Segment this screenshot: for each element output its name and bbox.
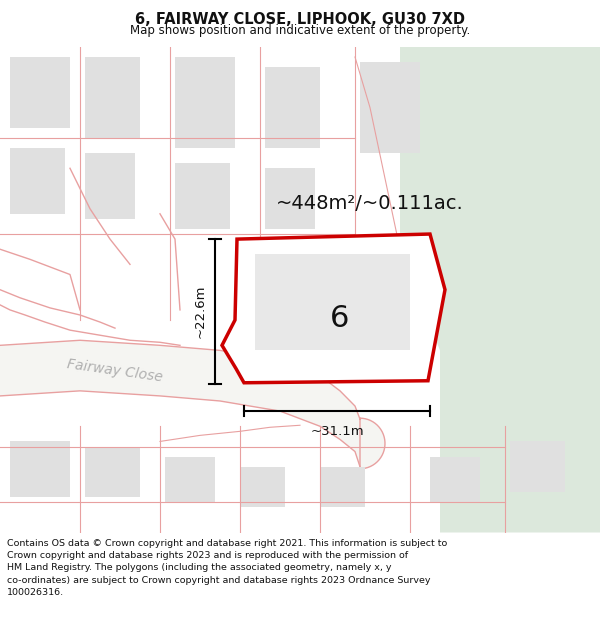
Text: ~448m²/~0.111ac.: ~448m²/~0.111ac. bbox=[276, 194, 464, 213]
Bar bbox=[360, 62, 420, 153]
Bar bbox=[510, 441, 565, 492]
Polygon shape bbox=[400, 47, 600, 532]
Bar bbox=[240, 467, 285, 508]
Bar bbox=[175, 163, 230, 229]
Bar bbox=[10, 57, 70, 128]
Bar bbox=[85, 446, 140, 497]
Bar bbox=[255, 254, 410, 351]
Text: ~31.1m: ~31.1m bbox=[310, 425, 364, 438]
Polygon shape bbox=[222, 234, 445, 382]
Polygon shape bbox=[0, 340, 385, 469]
Bar bbox=[265, 168, 315, 229]
Text: 6: 6 bbox=[331, 304, 350, 332]
Bar bbox=[430, 457, 480, 502]
Bar bbox=[320, 467, 365, 508]
Bar bbox=[10, 148, 65, 214]
Bar bbox=[85, 57, 140, 138]
Bar bbox=[165, 457, 215, 502]
Bar bbox=[175, 57, 235, 148]
Bar bbox=[85, 153, 135, 219]
Bar bbox=[10, 441, 70, 497]
Text: 6, FAIRWAY CLOSE, LIPHOOK, GU30 7XD: 6, FAIRWAY CLOSE, LIPHOOK, GU30 7XD bbox=[135, 12, 465, 27]
Bar bbox=[265, 67, 320, 148]
Text: Contains OS data © Crown copyright and database right 2021. This information is : Contains OS data © Crown copyright and d… bbox=[7, 539, 448, 597]
Text: Fairway Close: Fairway Close bbox=[66, 357, 164, 384]
Text: ~22.6m: ~22.6m bbox=[194, 285, 207, 338]
Text: Map shows position and indicative extent of the property.: Map shows position and indicative extent… bbox=[130, 24, 470, 36]
